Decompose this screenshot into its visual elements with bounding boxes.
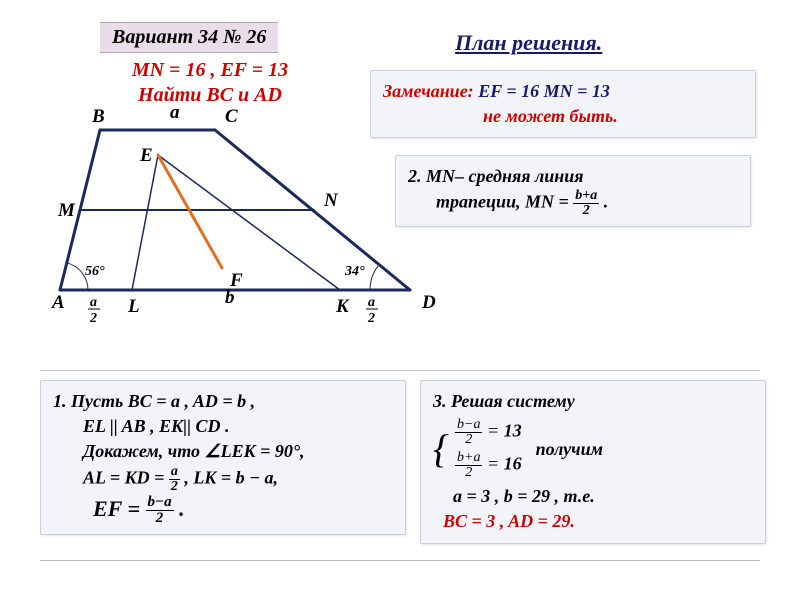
step-2-box: 2. MN– средняя линия трапеции, MN = b+a2… <box>395 155 751 227</box>
svg-text:D: D <box>421 292 436 313</box>
svg-text:b: b <box>225 287 235 308</box>
svg-text:L: L <box>127 296 140 317</box>
hline-2 <box>40 560 760 561</box>
system-brace: { <box>433 433 449 465</box>
svg-text:B: B <box>91 106 105 127</box>
svg-text:A: A <box>51 292 65 313</box>
frac-bma-2: b−a2 <box>146 495 174 526</box>
svg-text:2: 2 <box>367 311 375 326</box>
frac-b-plus-a: b+a2 <box>573 189 599 218</box>
svg-text:N: N <box>323 190 339 211</box>
step-1-box: 1. Пусть BC = a , AD = b , EL || AB , EK… <box>40 380 406 535</box>
step-3-box: 3. Решая систему { b−a2 = 13 b+a2 = 16 п… <box>420 380 766 544</box>
svg-text:C: C <box>225 106 238 127</box>
svg-text:56°: 56° <box>85 264 105 279</box>
svg-text:a: a <box>170 102 180 123</box>
trapezoid-diagram: 56°34°ABCDMNEFLKaba2a2 <box>10 0 440 340</box>
hline-1 <box>40 370 760 371</box>
svg-text:a: a <box>90 295 97 310</box>
svg-text:a: a <box>368 295 375 310</box>
svg-text:M: M <box>57 200 76 221</box>
frac-a-2: a2 <box>169 465 180 494</box>
svg-text:E: E <box>139 145 153 166</box>
svg-text:K: K <box>335 296 350 317</box>
svg-text:34°: 34° <box>344 264 365 279</box>
plan-title: План решения. <box>455 30 602 56</box>
svg-text:2: 2 <box>89 311 97 326</box>
